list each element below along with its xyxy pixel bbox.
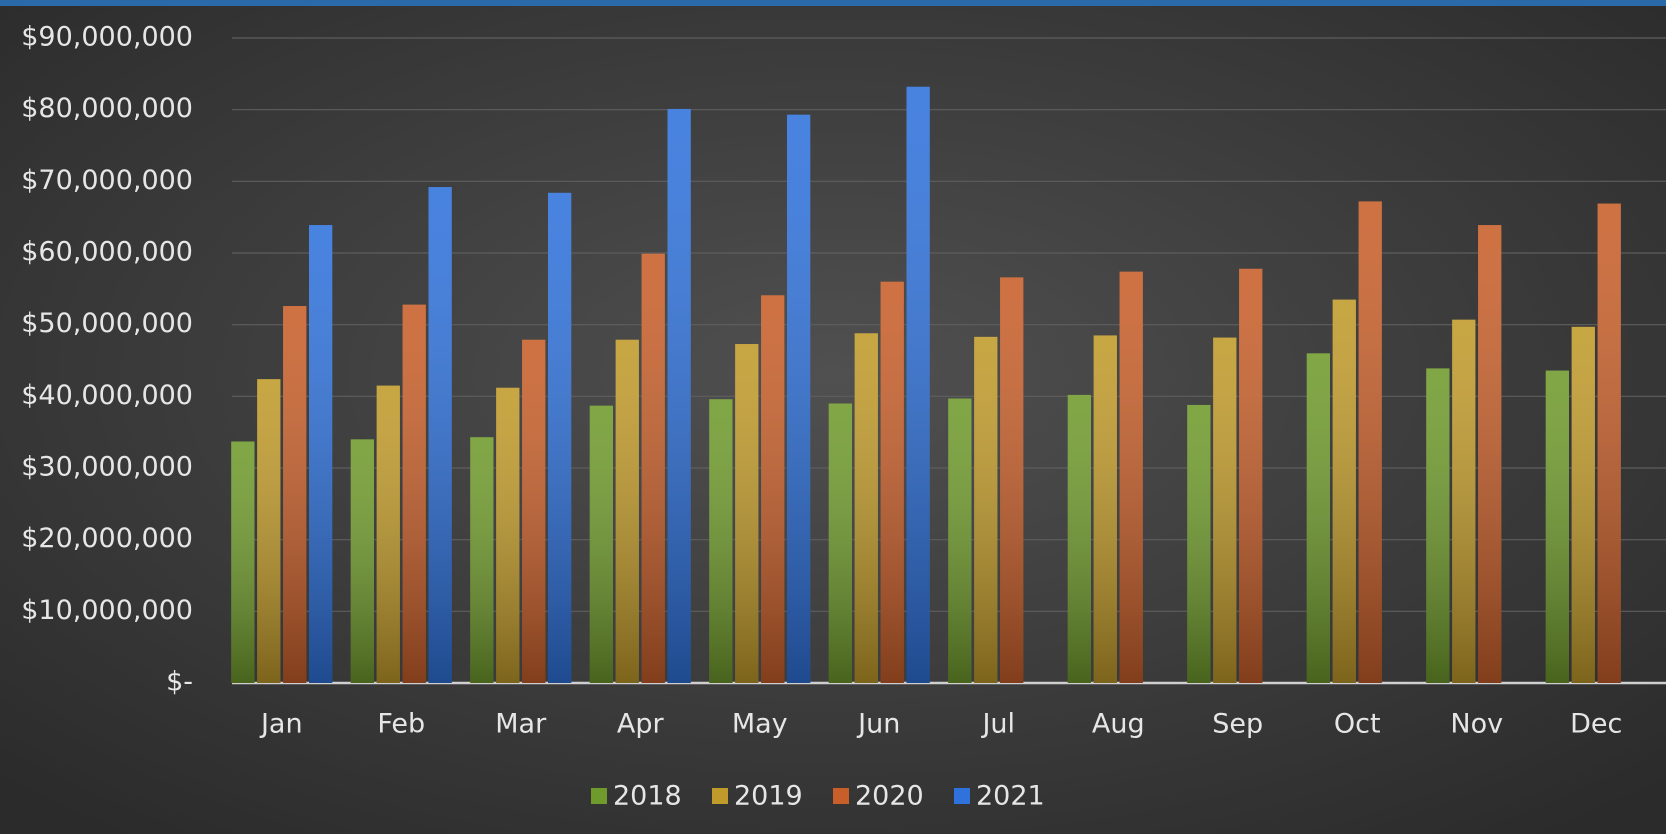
bar [231, 441, 255, 683]
y-tick-label: $10,000,000 [21, 595, 193, 626]
y-tick-label: $90,000,000 [21, 22, 193, 53]
bar [1239, 268, 1263, 683]
bar [283, 306, 307, 683]
bar [496, 387, 520, 683]
bar [1332, 299, 1356, 683]
legend-swatch [591, 788, 607, 804]
bar [402, 304, 426, 683]
bar [522, 339, 546, 683]
bar [828, 403, 853, 683]
x-tick-label: May [732, 709, 788, 740]
bar [350, 439, 375, 683]
bar [1478, 225, 1502, 684]
bar [615, 339, 639, 683]
legend-swatch [954, 788, 970, 804]
bar [428, 187, 452, 684]
bar [786, 114, 811, 683]
bar [470, 437, 494, 683]
legend-label: 2018 [613, 781, 682, 812]
legend-label: 2020 [855, 781, 924, 812]
x-tick-label: Aug [1092, 709, 1145, 740]
x-tick-label: Nov [1450, 709, 1503, 740]
bar [1545, 370, 1570, 683]
bar [547, 192, 572, 684]
top-strip [0, 0, 1666, 6]
bar [257, 379, 281, 683]
bar [1597, 203, 1621, 684]
bar [1119, 271, 1143, 683]
x-tick-label: Dec [1570, 709, 1622, 740]
bar [641, 253, 665, 683]
bar [1358, 201, 1382, 683]
y-tick-label: $20,000,000 [21, 523, 193, 554]
legend-swatch [833, 788, 849, 804]
y-tick-label: $- [166, 667, 193, 698]
bar [761, 295, 785, 683]
x-tick-label: Feb [377, 709, 425, 740]
bar [1093, 335, 1117, 683]
bar [1213, 337, 1237, 683]
y-tick-label: $70,000,000 [21, 165, 193, 196]
bar [1452, 319, 1476, 683]
y-tick-label: $50,000,000 [21, 308, 193, 339]
y-tick-label: $80,000,000 [21, 93, 193, 124]
x-tick-label: Jun [856, 709, 900, 740]
bar [854, 333, 878, 683]
bar [974, 336, 998, 683]
bar [1306, 353, 1331, 683]
x-tick-label: Mar [495, 709, 547, 740]
legend-label: 2021 [976, 781, 1045, 812]
bar [376, 385, 400, 683]
legend-label: 2019 [734, 781, 803, 812]
bar [667, 108, 691, 683]
bar [880, 281, 904, 683]
bar [1426, 368, 1450, 683]
bar [589, 405, 614, 683]
x-tick-label: Jan [259, 709, 303, 740]
y-tick-label: $60,000,000 [21, 237, 193, 268]
x-tick-label: Apr [617, 709, 665, 740]
x-tick-label: Sep [1212, 709, 1263, 740]
bar [308, 225, 333, 684]
x-tick-label: Jul [980, 709, 1015, 740]
bar [1571, 326, 1595, 683]
bar [1000, 277, 1024, 683]
bar [906, 86, 930, 683]
legend-swatch [712, 788, 728, 804]
x-tick-label: Oct [1334, 709, 1381, 740]
bar [948, 398, 972, 683]
bar [1067, 394, 1092, 683]
bar [735, 344, 759, 683]
bar [1187, 404, 1211, 683]
y-tick-label: $30,000,000 [21, 452, 193, 483]
bar [709, 399, 733, 683]
y-tick-label: $40,000,000 [21, 380, 193, 411]
